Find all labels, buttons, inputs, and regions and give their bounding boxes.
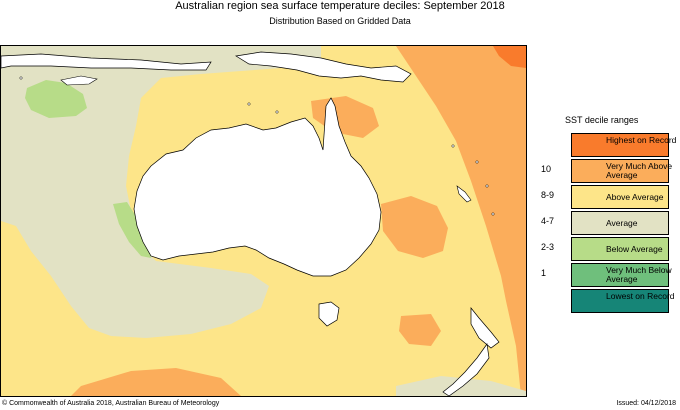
- legend-range: 10: [541, 164, 552, 174]
- legend-label: Lowest on Record: [606, 291, 675, 301]
- island-dot: [275, 110, 279, 114]
- region-below-average-west-coast: [113, 202, 151, 258]
- copyright-text: © Commonwealth of Australia 2018, Austra…: [2, 400, 220, 407]
- legend-range: 2-3: [541, 242, 555, 252]
- map-title: Australian region sea surface temperatur…: [175, 0, 505, 12]
- legend-row-very-much-below: 1 Very Much Below Average: [541, 263, 672, 289]
- timor-landmass: [60, 75, 98, 86]
- region-very-much-above-tasman: [381, 196, 448, 258]
- legend-swatch: Very Much Below Average: [571, 263, 672, 287]
- legend-swatch: Very Much Above Average: [571, 159, 672, 183]
- region-below-average-timor: [25, 80, 87, 118]
- island-dot: [247, 102, 251, 106]
- legend-row-below: 2-3 Below Average: [541, 237, 669, 263]
- region-very-much-above-southwest: [71, 368, 241, 396]
- sst-decile-map: [1, 46, 526, 396]
- map-frame[interactable]: [0, 45, 527, 397]
- legend-range: 1: [541, 268, 547, 278]
- indonesia-landmass: [1, 53, 212, 71]
- region-average-west: [1, 46, 321, 338]
- issued-date: Issued: 04/12/2018: [616, 400, 676, 407]
- legend-label: Above Average: [606, 192, 664, 202]
- legend-title: SST decile ranges: [565, 115, 639, 125]
- legend-label: Average: [606, 218, 638, 228]
- australia-landmass: [133, 97, 382, 277]
- legend: Highest on Record 10 Very Much Above Ave…: [541, 133, 676, 315]
- legend-range: 8-9: [541, 190, 555, 200]
- legend-row-above: 8-9 Above Average: [541, 185, 669, 211]
- region-very-much-above-south: [399, 314, 441, 346]
- legend-range: 4-7: [541, 216, 555, 226]
- new-guinea-landmass: [235, 51, 412, 83]
- legend-swatch: Below Average: [571, 237, 669, 261]
- map-subtitle: Distribution Based on Gridded Data: [269, 16, 411, 26]
- legend-row-lowest: Lowest on Record: [541, 289, 675, 315]
- region-highest-on-record: [493, 46, 526, 68]
- new-zealand-south-island: [442, 343, 490, 396]
- legend-row-very-much-above: 10 Very Much Above Average: [541, 159, 672, 185]
- island-dot: [491, 212, 495, 216]
- island-dot: [451, 144, 455, 148]
- legend-swatch: Above Average: [571, 185, 669, 209]
- legend-swatch: Lowest on Record: [571, 289, 675, 313]
- island-dot: [475, 160, 479, 164]
- legend-label: Very Much Below Average: [606, 265, 672, 284]
- legend-swatch: Average: [571, 211, 669, 235]
- new-zealand-north-island: [470, 307, 500, 349]
- island-dot: [19, 76, 23, 80]
- legend-label: Below Average: [606, 244, 663, 254]
- tasmania-landmass: [318, 301, 340, 327]
- region-very-much-above-east: [396, 46, 526, 396]
- legend-label: Very Much Above Average: [606, 161, 673, 180]
- legend-row-average: 4-7 Average: [541, 211, 669, 237]
- legend-label: Highest on Record: [606, 135, 677, 145]
- new-caledonia-landmass: [456, 185, 472, 203]
- legend-swatch: Highest on Record: [571, 133, 676, 157]
- legend-row-highest: Highest on Record: [541, 133, 676, 159]
- island-dot: [485, 184, 489, 188]
